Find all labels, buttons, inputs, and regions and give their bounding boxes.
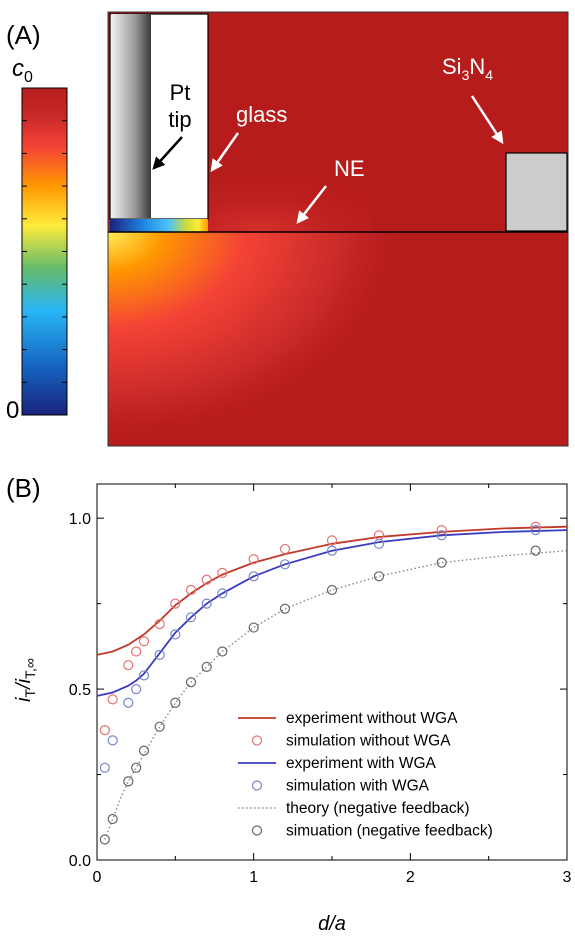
series-point-3 [99, 762, 110, 773]
ne-arrow [296, 185, 327, 224]
series-point-5 [201, 661, 212, 672]
series-point-1 [279, 543, 291, 555]
glass-label: glass [236, 102, 287, 127]
x-tick-label: 1 [249, 869, 258, 886]
series-point-3 [530, 525, 541, 536]
x-tick-label: 0 [93, 869, 102, 886]
series-point-3 [185, 612, 197, 623]
line-chart: 0 1 2 3 0.0 0.5 1.0 [69, 483, 572, 886]
series-point-3 [170, 629, 181, 640]
series-point-1 [326, 535, 338, 546]
series-point-3 [154, 649, 165, 661]
series-point-3 [201, 598, 212, 609]
series-point-5 [436, 557, 447, 568]
legend-label-2: experiment with WGA [286, 755, 437, 772]
legend-marker-3 [251, 780, 263, 791]
series-point-5 [185, 677, 197, 688]
pt-label-line1: Pt [170, 80, 191, 105]
series-point-5 [217, 646, 228, 657]
series-point-5 [248, 622, 259, 633]
simulation-domain: Pt tip glass Si3N4 NE [107, 11, 569, 447]
legend-label-0: experiment without WGA [286, 710, 458, 727]
glass-arrow [210, 132, 240, 173]
series-point-3 [373, 538, 385, 549]
y-tick-label: 0.5 [69, 682, 91, 699]
legend-label-5: simuation (negative feedback) [286, 823, 493, 840]
si3n4-arrow [470, 95, 504, 145]
series-point-5 [326, 584, 338, 596]
si3n4-label: Si3N4 [442, 54, 493, 83]
series-point-5 [170, 697, 181, 708]
series-point-3 [279, 559, 291, 570]
series-line-2 [96, 529, 568, 697]
series-point-1 [185, 584, 197, 596]
series-point-3 [131, 683, 142, 695]
series-point-5 [373, 571, 385, 582]
legend-marker-1 [251, 735, 263, 746]
series-point-3 [123, 697, 134, 708]
series-point-3 [217, 588, 228, 599]
x-tick-label: 2 [406, 869, 415, 886]
series-point-3 [436, 530, 447, 541]
series-point-1 [107, 694, 118, 705]
series-point-1 [99, 725, 110, 736]
series-point-5 [530, 545, 541, 556]
series-point-5 [154, 721, 165, 732]
legend: experiment without WGA simulation without… [238, 710, 493, 840]
series-point-3 [107, 735, 118, 746]
legend-label-3: simulation with WGA [286, 778, 430, 795]
series-point-5 [138, 745, 150, 756]
si3n4-block [505, 152, 568, 232]
series-point-1 [217, 567, 228, 578]
series-point-1 [138, 636, 150, 647]
series-point-3 [248, 571, 259, 582]
series-point-3 [326, 545, 338, 556]
series-point-1 [170, 598, 181, 609]
series-point-5 [131, 762, 142, 773]
ne-label: NE [334, 156, 365, 181]
colorbar: c0 0 [6, 55, 68, 424]
x-axis-title: d/a [318, 913, 346, 935]
series-point-1 [123, 660, 134, 671]
legend-label-4: theory (negative feedback) [286, 800, 470, 817]
colorbar-min-label: 0 [6, 397, 19, 424]
legend-label-1: simulation without WGA [286, 733, 451, 750]
pt-label-line2: tip [168, 107, 191, 132]
legend-marker-5 [251, 825, 263, 836]
series-point-1 [248, 554, 259, 565]
gap-channel [110, 219, 208, 232]
series-point-5 [107, 813, 118, 825]
series-line-0 [96, 525, 568, 656]
series-point-5 [279, 603, 291, 614]
colorbar-max-label: c0 [12, 55, 33, 86]
y-tick-label: 1.0 [69, 511, 91, 528]
y-tick-label: 0.0 [69, 853, 91, 870]
panel-b-label: (B) [6, 473, 41, 503]
series-point-3 [138, 670, 150, 681]
x-tick-label: 3 [563, 869, 572, 886]
y-axis-title: iT/iT,∞ [13, 658, 38, 702]
series-point-5 [123, 776, 134, 787]
series-point-1 [201, 574, 212, 585]
panel-a-label: (A) [6, 20, 41, 50]
series-point-1 [131, 646, 142, 657]
series-point-1 [154, 619, 165, 630]
pt-arrow [152, 136, 183, 170]
pt-tip [111, 14, 151, 218]
series-point-5 [99, 834, 110, 845]
